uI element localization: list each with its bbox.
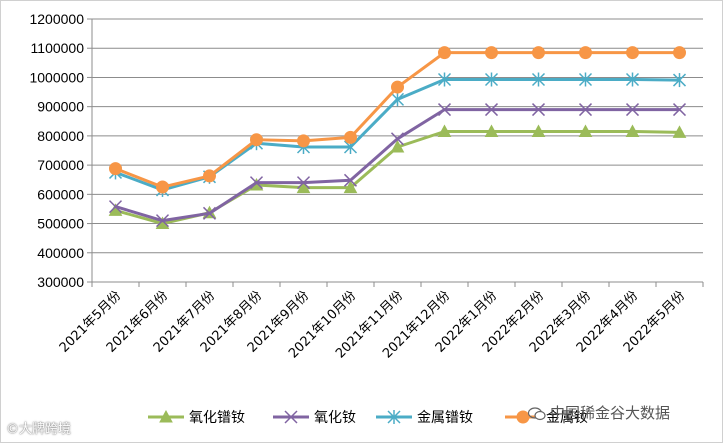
data-point bbox=[578, 72, 593, 87]
data-point bbox=[672, 103, 687, 117]
data-point bbox=[296, 176, 311, 190]
y-tick-label: 1200000 bbox=[29, 11, 84, 27]
data-point bbox=[344, 130, 357, 144]
data-point bbox=[625, 72, 640, 87]
data-point bbox=[343, 173, 358, 187]
y-tick-label: 700000 bbox=[37, 157, 84, 173]
data-point bbox=[484, 124, 499, 138]
y-tick-label: 300000 bbox=[37, 274, 84, 290]
data-point bbox=[437, 103, 452, 117]
legend-item: 氧化镨钕 bbox=[148, 409, 245, 426]
y-tick-label: 500000 bbox=[37, 216, 84, 232]
y-tick-label: 400000 bbox=[37, 245, 84, 261]
y-tick-label: 900000 bbox=[37, 99, 84, 115]
data-point bbox=[437, 72, 452, 87]
legend-label: 金属钕 bbox=[546, 410, 588, 426]
data-point bbox=[484, 72, 499, 87]
data-point bbox=[249, 176, 264, 190]
legend-marker bbox=[516, 410, 530, 424]
data-point bbox=[531, 124, 546, 138]
data-point bbox=[625, 124, 640, 138]
data-point bbox=[531, 72, 546, 87]
legend-item: 氧化钕 bbox=[273, 410, 356, 426]
data-point bbox=[438, 46, 451, 60]
series-1 bbox=[108, 103, 687, 228]
watermark-right: 中国稀金谷大数据 bbox=[528, 402, 670, 423]
y-tick-label: 600000 bbox=[37, 186, 84, 202]
legend-label: 金属镨钕 bbox=[417, 410, 473, 426]
data-point bbox=[108, 200, 123, 214]
data-point bbox=[485, 46, 498, 60]
data-point bbox=[578, 103, 593, 117]
data-point bbox=[625, 103, 640, 117]
data-point bbox=[250, 133, 263, 147]
data-point bbox=[391, 80, 404, 94]
data-point bbox=[579, 46, 592, 60]
gridlines bbox=[92, 18, 703, 254]
data-point bbox=[672, 125, 687, 138]
legend-item: 金属镨钕 bbox=[376, 410, 473, 426]
data-point bbox=[390, 139, 405, 153]
series-group bbox=[108, 46, 687, 230]
legend-label: 氧化钕 bbox=[314, 410, 356, 426]
data-point bbox=[437, 124, 452, 138]
series-3 bbox=[109, 46, 686, 194]
data-point bbox=[109, 162, 122, 176]
data-point bbox=[203, 169, 216, 183]
data-point bbox=[626, 46, 639, 60]
y-tick-label: 800000 bbox=[37, 128, 84, 144]
axes bbox=[87, 18, 704, 287]
data-point bbox=[673, 46, 686, 60]
y-tick-label: 1000000 bbox=[29, 69, 84, 85]
legend-marker bbox=[159, 409, 173, 423]
data-point bbox=[390, 92, 405, 107]
data-point bbox=[484, 103, 499, 117]
legend-marker bbox=[284, 410, 298, 424]
legend-marker bbox=[387, 410, 401, 424]
data-point bbox=[672, 73, 687, 88]
data-point bbox=[343, 180, 358, 194]
data-point bbox=[390, 132, 405, 146]
data-point bbox=[202, 206, 217, 220]
y-tick-label: 1100000 bbox=[31, 40, 85, 56]
data-point bbox=[155, 214, 170, 228]
watermark-right-text: 中国稀金谷大数据 bbox=[550, 404, 671, 422]
watermark-left: ©大牌跨境 bbox=[6, 422, 72, 437]
legend-label: 氧化镨钕 bbox=[189, 410, 245, 426]
data-point bbox=[296, 180, 311, 194]
data-point bbox=[578, 124, 593, 138]
data-point bbox=[532, 46, 545, 60]
wechat-icon bbox=[528, 406, 546, 420]
data-point bbox=[531, 103, 546, 117]
y-axis-tick-labels: 300000 400000 500000 600000 700000 800000 9000… bbox=[29, 11, 84, 290]
data-point bbox=[297, 134, 310, 148]
data-point bbox=[156, 180, 169, 194]
legend: 氧化镨钕 氧化钕 金属镨钕 金属钕 bbox=[148, 409, 588, 426]
